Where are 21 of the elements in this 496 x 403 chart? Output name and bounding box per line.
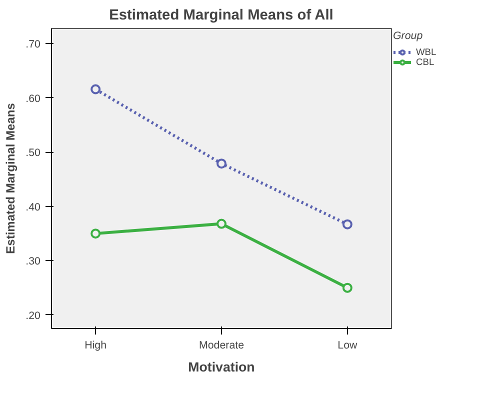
point [342, 219, 352, 230]
x-axis-title: Motivation [188, 360, 255, 374]
y-tick-label: .50 [26, 147, 41, 160]
y-tick-label: .40 [26, 201, 41, 214]
y-tick-label: .60 [26, 92, 41, 105]
legend-label: CBL [416, 57, 436, 67]
y-tick-label: .20 [26, 310, 41, 322]
legend-label: WBL [416, 47, 436, 57]
point [90, 228, 101, 239]
point [90, 84, 101, 94]
x-tick-label: High [84, 340, 107, 352]
y-tick-label: .30 [26, 256, 41, 268]
legend-title: Group [393, 30, 424, 42]
x-tick-label: Moderate [198, 340, 244, 352]
point [342, 282, 352, 293]
y-axis-title: Estimated Marginal Means [4, 102, 18, 254]
chart-title: Estimated Marginal Means of All [109, 8, 334, 24]
y-tick-label: .70 [26, 38, 41, 51]
point [216, 218, 226, 229]
point [216, 158, 226, 169]
x-tick-label: Low [338, 340, 358, 352]
